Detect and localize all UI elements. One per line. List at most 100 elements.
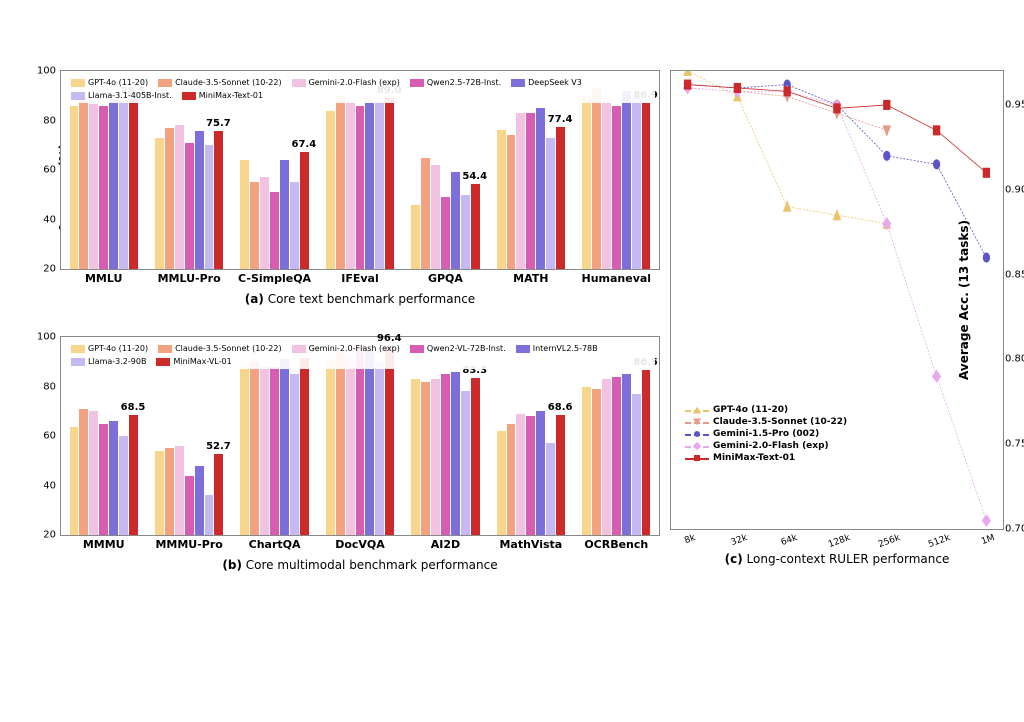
legend-b: GPT-4o (11-20) Claude-3.5-Sonnet (10-22) G… <box>65 341 655 369</box>
bar <box>79 100 88 269</box>
xtick: AI2D <box>431 538 460 551</box>
bar <box>441 374 450 535</box>
bar <box>612 377 621 535</box>
bar <box>129 415 138 535</box>
legend-a: GPT-4o (11-20)Claude-3.5-Sonnet (10-22)G… <box>65 75 655 103</box>
subtitle-b: (b) Core multimodal benchmark performanc… <box>60 558 660 572</box>
bar <box>602 379 611 535</box>
legend-label: Gemini-2.0-Flash (exp) <box>309 344 400 353</box>
legend-swatch <box>516 345 530 353</box>
legend-item: InternVL2.5-78B <box>516 344 598 353</box>
ytick: 60 <box>31 431 56 442</box>
ytick: 0.75 <box>1005 439 1024 450</box>
xtick: 1M <box>980 533 996 547</box>
bar <box>556 415 565 535</box>
bar <box>336 352 345 535</box>
bar <box>642 103 651 269</box>
legend-label: GPT-4o (11-20) <box>88 78 148 87</box>
series-marker <box>882 125 891 136</box>
bar <box>195 466 204 535</box>
bar <box>99 424 108 535</box>
ytick: 40 <box>31 214 56 225</box>
bar <box>129 99 138 269</box>
ytick: 40 <box>31 480 56 491</box>
series-marker <box>784 86 791 96</box>
legend-label: Claude-3.5-Sonnet (10-22) <box>175 344 281 353</box>
series-marker <box>932 370 941 383</box>
legend-label: MiniMax-Text-01 <box>713 453 795 463</box>
bar <box>556 127 565 269</box>
xtick: DocVQA <box>335 538 385 551</box>
legend-marker-icon <box>685 429 709 439</box>
subtitle-rest: Long-context RULER performance <box>743 552 950 566</box>
legend-swatch <box>511 79 525 87</box>
bar <box>205 145 214 269</box>
xtick: Humaneval <box>581 272 651 285</box>
bar <box>411 379 420 535</box>
legend-item: GPT-4o (11-20) <box>71 344 148 353</box>
bar <box>250 182 259 269</box>
legend-swatch <box>71 345 85 353</box>
xtick: 32k <box>730 533 749 548</box>
series-marker <box>734 83 741 93</box>
bar <box>205 495 214 535</box>
bar <box>356 106 365 269</box>
bar <box>431 379 440 535</box>
legend-marker-icon <box>685 405 709 415</box>
bar <box>89 104 98 269</box>
bar <box>175 125 184 269</box>
bar <box>280 160 289 269</box>
bar <box>336 96 345 269</box>
ytick: 0.95 <box>1005 99 1024 110</box>
bar <box>632 98 641 269</box>
bar <box>346 354 355 535</box>
value-annotation: 68.6 <box>548 402 573 413</box>
bar <box>385 346 394 535</box>
bar <box>375 362 384 535</box>
legend-swatch <box>410 79 424 87</box>
value-annotation: 68.5 <box>121 402 146 413</box>
ytick: 0.90 <box>1005 184 1024 195</box>
xtick: IFEval <box>341 272 379 285</box>
ytick: 0.70 <box>1005 524 1024 535</box>
bar <box>497 431 506 535</box>
subtitle-a-text: (a) <box>245 292 264 306</box>
bar <box>326 359 335 535</box>
bar <box>165 448 174 535</box>
legend-item: GPT-4o (11-20) <box>71 78 148 87</box>
bar <box>250 362 259 535</box>
ytick: 80 <box>31 115 56 126</box>
series-marker <box>883 151 890 161</box>
legend-swatch <box>292 345 306 353</box>
series-marker <box>833 103 840 113</box>
xtick: GPQA <box>428 272 463 285</box>
bar <box>546 138 555 269</box>
bar <box>642 370 651 535</box>
xtick: MMLU-Pro <box>158 272 221 285</box>
subtitle-rest: Core text benchmark performance <box>264 292 475 306</box>
bar <box>592 88 601 269</box>
bar <box>300 152 309 269</box>
bar <box>507 424 516 535</box>
ytick: 0.80 <box>1005 354 1024 365</box>
legend-swatch <box>182 92 196 100</box>
legend-item: Qwen2-VL-72B-Inst. <box>410 344 506 353</box>
bar <box>582 96 591 269</box>
bar <box>214 131 223 269</box>
bar <box>471 184 480 269</box>
ytick: 60 <box>31 165 56 176</box>
series-line <box>688 85 987 173</box>
xtick: ChartQA <box>249 538 301 551</box>
bar <box>109 99 118 269</box>
xtick: 256k <box>877 533 901 550</box>
bar <box>516 113 525 269</box>
legend-item: MiniMax-Text-01 <box>685 453 847 463</box>
series-marker <box>982 514 991 527</box>
bar <box>270 367 279 535</box>
bar <box>536 411 545 535</box>
bar <box>70 106 79 269</box>
xtick: 64k <box>780 533 799 548</box>
legend-item: Qwen2.5-72B-Inst. <box>410 78 501 87</box>
legend-swatch <box>158 345 172 353</box>
value-annotation: 52.7 <box>206 441 231 452</box>
